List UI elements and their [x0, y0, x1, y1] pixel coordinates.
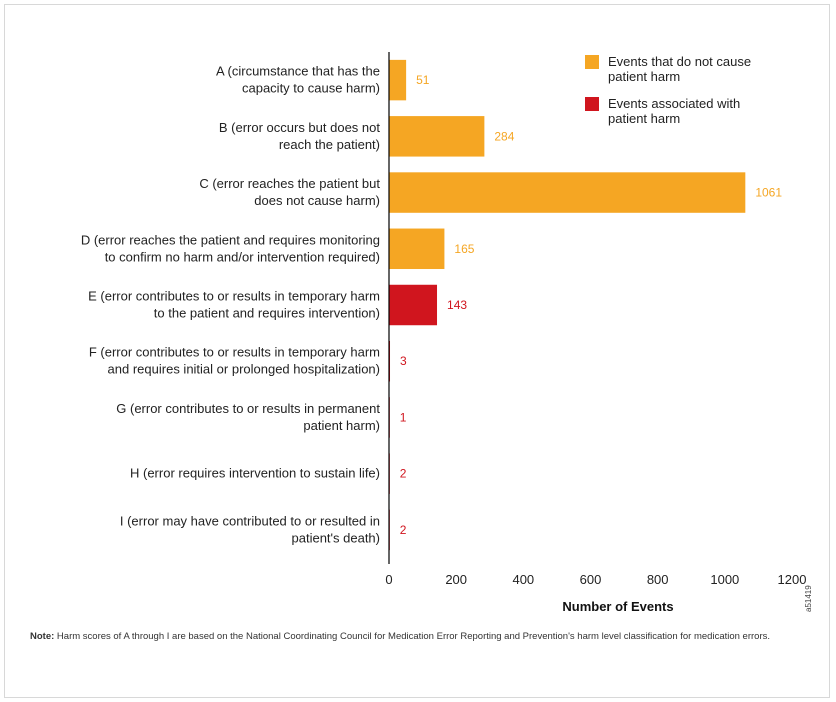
category-label-3: D (error reaches the patient and require…	[81, 232, 380, 264]
category-label-line: A (circumstance that has the	[216, 64, 380, 79]
value-label-1: 284	[494, 129, 514, 143]
figure-code: a51419	[804, 585, 813, 612]
category-label-line: patient's death)	[292, 530, 381, 545]
category-label-line: to the patient and requires intervention…	[154, 306, 380, 321]
legend-swatch-1	[585, 97, 599, 111]
category-label-line: B (error occurs but does not	[219, 120, 381, 135]
chart-note: Note: Harm scores of A through I are bas…	[30, 630, 770, 644]
legend-label-1: Events associated with patient harm	[608, 96, 740, 126]
legend-label-0: Events that do not cause patient harm	[608, 54, 751, 84]
bar-2	[389, 172, 746, 213]
value-label-8: 2	[400, 523, 407, 537]
category-label-0: A (circumstance that has the capacity to …	[216, 64, 380, 96]
value-label-2: 1061	[755, 186, 782, 200]
category-label-line: I (error may have contributed to or resu…	[120, 513, 380, 528]
value-label-3: 165	[454, 242, 474, 256]
legend-label-line: Events associated with	[608, 96, 740, 111]
category-label-2: C (error reaches the patient but does not…	[199, 176, 380, 208]
bar-4	[389, 284, 438, 326]
bar-1	[389, 116, 485, 157]
bar-3	[389, 228, 445, 270]
x-tick-label-1: 200	[445, 572, 467, 587]
value-label-0: 51	[416, 73, 430, 87]
category-label-8: I (error may have contributed to or resu…	[120, 513, 380, 545]
category-label-line: G (error contributes to or results in pe…	[116, 401, 380, 416]
category-label-7: H (error requires intervention to sustai…	[130, 466, 380, 481]
x-axis-label: Number of Events	[562, 599, 673, 614]
bar-chart: A (circumstance that has the capacity to …	[81, 52, 807, 614]
x-tick-label-3: 600	[580, 572, 602, 587]
category-label-line: H (error requires intervention to sustai…	[130, 466, 380, 481]
legend-label-line: patient harm	[608, 111, 680, 126]
category-label-line: does not cause harm)	[254, 193, 380, 208]
category-label-line: and requires initial or prolonged hospit…	[108, 362, 380, 377]
figure-frame	[4, 4, 830, 698]
legend-swatch-0	[585, 55, 599, 69]
category-label-line: to confirm no harm and/or intervention r…	[105, 249, 380, 264]
category-label-6: G (error contributes to or results in pe…	[116, 401, 380, 433]
x-tick-label-0: 0	[385, 572, 392, 587]
value-label-4: 143	[447, 298, 467, 312]
category-label-5: F (error contributes to or results in te…	[89, 345, 380, 377]
note-label: Note:	[30, 631, 55, 642]
category-label-line: patient harm)	[303, 418, 380, 433]
legend-label-line: Events that do not cause	[608, 54, 751, 69]
legend-label-line: patient harm	[608, 69, 680, 84]
x-tick-label-6: 1200	[778, 572, 807, 587]
x-tick-label-5: 1000	[710, 572, 739, 587]
category-label-1: B (error occurs but does not reach the pa…	[219, 120, 381, 152]
x-tick-label-4: 800	[647, 572, 669, 587]
value-label-6: 1	[400, 410, 407, 424]
category-label-line: capacity to cause harm)	[242, 81, 380, 96]
category-label-line: E (error contributes to or results in te…	[88, 289, 380, 304]
value-label-7: 2	[400, 467, 407, 481]
note-text: Harm scores of A through I are based on …	[54, 631, 771, 642]
x-tick-label-2: 400	[512, 572, 534, 587]
category-label-line: D (error reaches the patient and require…	[81, 232, 380, 247]
category-label-4: E (error contributes to or results in te…	[88, 289, 380, 321]
category-label-line: C (error reaches the patient but	[199, 176, 380, 191]
category-label-line: F (error contributes to or results in te…	[89, 345, 380, 360]
value-label-5: 3	[400, 354, 407, 368]
category-label-line: reach the patient)	[279, 137, 380, 152]
bar-0	[389, 59, 407, 101]
